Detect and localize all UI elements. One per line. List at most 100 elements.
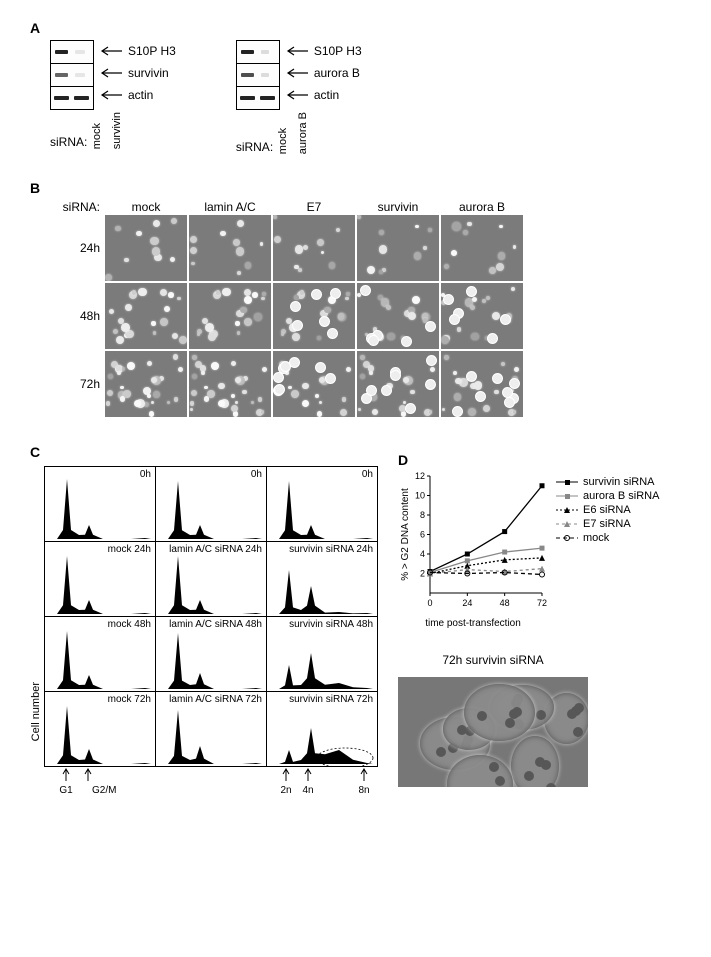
blot-strip — [51, 41, 93, 64]
micro-col-header: lamin A/C — [188, 200, 272, 214]
micro-col-header: aurora B — [440, 200, 524, 214]
micro-col-header: survivin — [356, 200, 440, 214]
micrograph — [357, 283, 439, 349]
lane-label: aurora B — [297, 112, 317, 154]
flow-cell: survivin siRNA 24h — [266, 542, 378, 617]
blot-strip — [237, 41, 279, 64]
flow-bottom-right: 2n 4n 8n — [264, 767, 374, 801]
micrograph-grid: siRNA: mocklamin A/CE7survivinaurora B 2… — [60, 200, 681, 418]
lane-label: mock — [91, 112, 111, 149]
sirna-caption-right: siRNA: — [236, 140, 273, 154]
micro-row-label: 72h — [60, 377, 104, 391]
micrograph — [273, 215, 355, 281]
svg-text:10: 10 — [415, 491, 425, 501]
micrograph — [105, 351, 187, 417]
flow-cell: 0h — [155, 466, 266, 542]
lanes-left: mocksurvivin — [91, 112, 131, 149]
flow-cell: lamin A/C siRNA 48h — [155, 617, 266, 692]
flow-cell: lamin A/C siRNA 24h — [155, 542, 266, 617]
blot-strip — [51, 87, 93, 109]
lanes-right: mockaurora B — [277, 112, 317, 154]
legend-entry: E7 siRNA — [556, 518, 659, 530]
flow-cell: mock 72h — [44, 692, 155, 767]
micrograph — [105, 215, 187, 281]
micrograph — [441, 283, 523, 349]
svg-text:72: 72 — [537, 598, 547, 608]
panel-d-chart: 246810120244872% > G2 DNA content — [398, 468, 548, 618]
panel-d-xlabel: time post-transfection — [398, 618, 548, 629]
panel-d: D 246810120244872% > G2 DNA content surv… — [398, 452, 659, 787]
svg-text:12: 12 — [415, 471, 425, 481]
micrograph — [105, 283, 187, 349]
svg-text:8n: 8n — [358, 785, 369, 796]
micro-row: 48h — [60, 282, 681, 350]
panel-d-micrograph — [398, 677, 588, 787]
blot-left: S10P H3survivinactin siRNA: mocksurvivin — [30, 40, 176, 154]
blot-row-label: survivin — [94, 62, 176, 84]
blot-strip — [237, 64, 279, 87]
micro-row-label: 24h — [60, 241, 104, 255]
micro-col-header: E7 — [272, 200, 356, 214]
flow-bottom-left: G1G2/M — [44, 767, 154, 801]
panel-b: B siRNA: mocklamin A/CE7survivinaurora B… — [30, 180, 681, 418]
panel-d-label: D — [398, 452, 659, 468]
svg-text:0: 0 — [427, 598, 432, 608]
blot-row-label: S10P H3 — [280, 40, 362, 62]
flow-cell: survivin siRNA 48h — [266, 617, 378, 692]
micrograph — [273, 351, 355, 417]
blot-right-labels: S10P H3aurora Bactin — [280, 40, 362, 106]
legend-entry: aurora B siRNA — [556, 490, 659, 502]
sirna-caption-b: siRNA: — [60, 200, 104, 214]
panel-a-label: A — [30, 20, 681, 36]
blot-left-labels: S10P H3survivinactin — [94, 40, 176, 106]
blot-row-label: actin — [94, 84, 176, 106]
flow-cell: lamin A/C siRNA 72h — [155, 692, 266, 767]
legend-entry: E6 siRNA — [556, 504, 659, 516]
flow-cell: 0h — [44, 466, 155, 542]
blot-left-stack — [50, 40, 94, 110]
svg-text:4n: 4n — [302, 785, 313, 796]
blot-row-label: S10P H3 — [94, 40, 176, 62]
svg-text:24: 24 — [462, 598, 472, 608]
blot-strip — [51, 64, 93, 87]
lane-label: mock — [277, 112, 297, 154]
legend-entry: survivin siRNA — [556, 476, 659, 488]
legend-entry: mock — [556, 532, 659, 544]
flow-bottom-arrows: G1G2/M 2n 4n 8n — [44, 767, 378, 801]
panel-c: C Cell number 0h0h0hmock 24hlamin A/C si… — [30, 444, 378, 801]
micrograph — [441, 351, 523, 417]
flow-cell: survivin siRNA 72h — [266, 692, 378, 767]
micrograph — [441, 215, 523, 281]
micro-row-label: 48h — [60, 309, 104, 323]
sirna-caption-left: siRNA: — [50, 135, 87, 149]
micrograph — [357, 351, 439, 417]
micro-col-header: mock — [104, 200, 188, 214]
micrograph — [189, 283, 271, 349]
flow-grid: 0h0h0hmock 24hlamin A/C siRNA 24hsurvivi… — [44, 466, 378, 767]
micrograph — [357, 215, 439, 281]
svg-text:8: 8 — [420, 510, 425, 520]
blot-row-label: actin — [280, 84, 362, 106]
panel-d-micro-caption: 72h survivin siRNA — [398, 653, 588, 667]
blot-row-label: aurora B — [280, 62, 362, 84]
flow-cell: 0h — [266, 466, 378, 542]
svg-text:2: 2 — [420, 569, 425, 579]
svg-text:% > G2 DNA content: % > G2 DNA content — [400, 488, 411, 581]
panel-c-label: C — [30, 444, 378, 460]
svg-text:6: 6 — [420, 530, 425, 540]
blot-right-stack — [236, 40, 280, 110]
micro-row: 24h — [60, 214, 681, 282]
lane-label: survivin — [111, 112, 131, 149]
svg-text:48: 48 — [500, 598, 510, 608]
blot-right: S10P H3aurora Bactin siRNA: mockaurora B — [216, 40, 362, 154]
flow-cell: mock 24h — [44, 542, 155, 617]
micrograph — [273, 283, 355, 349]
svg-text:G1: G1 — [59, 785, 73, 796]
micro-row: 72h — [60, 350, 681, 418]
svg-text:2n: 2n — [280, 785, 291, 796]
micrograph — [189, 351, 271, 417]
panel-d-legend: survivin siRNA aurora B siRNA E6 siRNA E7 s… — [556, 476, 659, 618]
panel-b-label: B — [30, 180, 681, 196]
panel-a: A S10P H3survivinactin siRNA: mocksurviv… — [30, 20, 681, 154]
blot-strip — [237, 87, 279, 109]
